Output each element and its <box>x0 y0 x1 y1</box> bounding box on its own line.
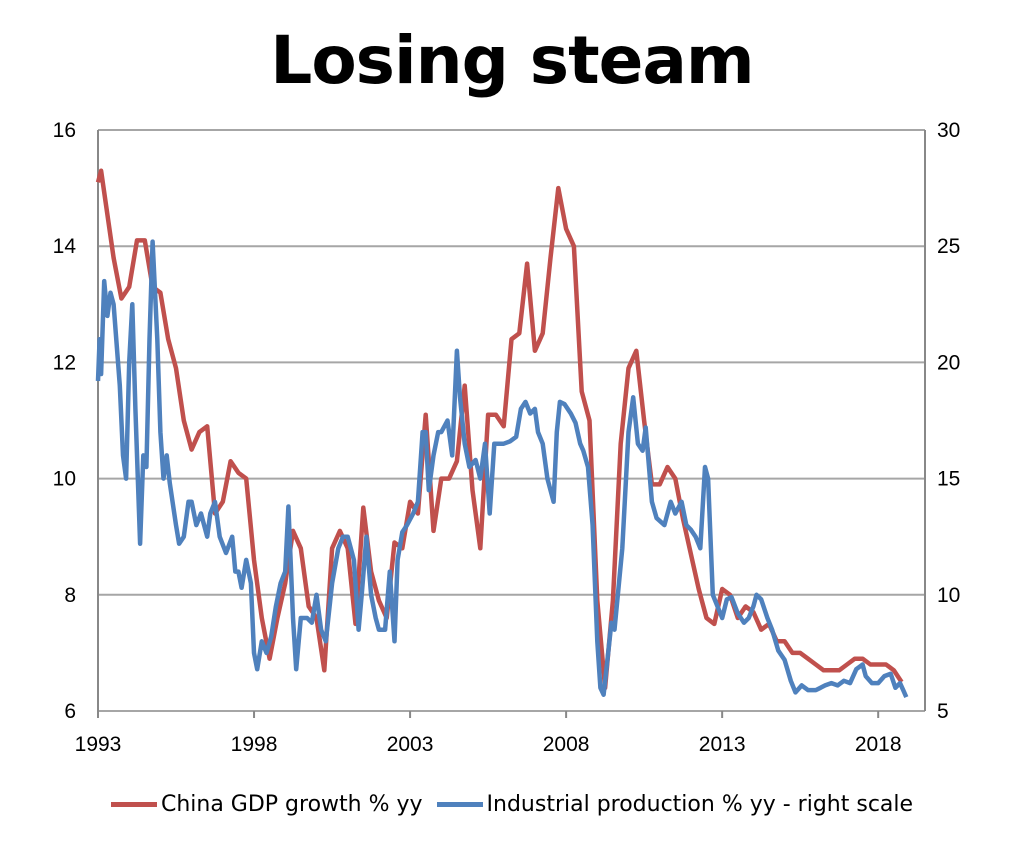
legend: China GDP growth % yy Industrial product… <box>0 792 1024 817</box>
series-line-gdp <box>95 168 904 691</box>
y-right-tick-label: 25 <box>937 235 960 258</box>
y-left-tick-label: 16 <box>53 119 76 142</box>
y-left-tick-label: 12 <box>53 351 76 374</box>
y-left-tick-label: 8 <box>64 584 76 607</box>
y-right-tick-label: 30 <box>937 119 960 142</box>
legend-swatch-gdp <box>110 802 157 807</box>
y-left-tick-label: 6 <box>64 700 76 723</box>
y-left-tick-label: 14 <box>53 235 77 258</box>
y-right-tick-label: 20 <box>937 351 960 374</box>
x-tick-label: 2003 <box>387 733 434 756</box>
series-line-industrial-production <box>95 239 909 699</box>
legend-label-gdp: China GDP growth % yy <box>160 792 423 817</box>
x-tick-label: 2008 <box>543 733 590 756</box>
x-tick-label: 2018 <box>855 733 902 756</box>
y-right-tick-label: 15 <box>937 468 960 491</box>
y-right-tick-label: 5 <box>937 700 949 723</box>
legend-swatch-industrial-production <box>436 802 483 807</box>
x-tick-label: 1993 <box>75 733 122 756</box>
x-tick-label: 1998 <box>231 733 278 756</box>
chart-title: Losing steam <box>270 22 754 99</box>
x-tick-label: 2013 <box>699 733 746 756</box>
legend-item-gdp: China GDP growth % yy <box>110 792 423 817</box>
y-right-tick-label: 10 <box>937 584 960 607</box>
legend-item-industrial-production: Industrial production % yy - right scale <box>436 792 914 817</box>
y-left-tick-label: 10 <box>53 468 76 491</box>
legend-label-industrial-production: Industrial production % yy - right scale <box>486 792 914 817</box>
